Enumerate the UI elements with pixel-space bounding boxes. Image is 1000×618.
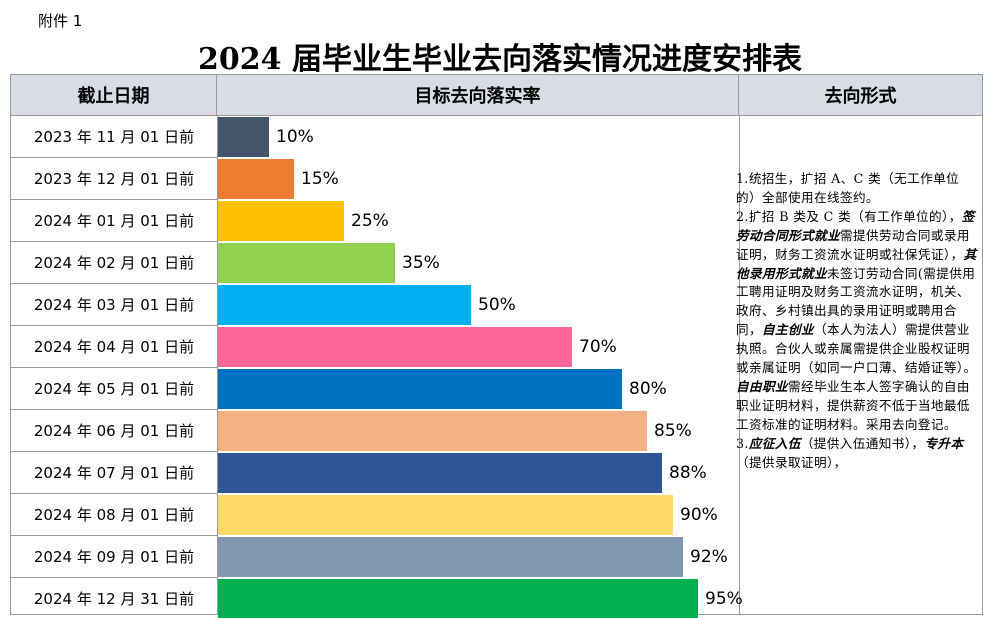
progress-row: 2024 年 07 月 01 日前 88% — [11, 452, 739, 494]
column-divider — [217, 116, 218, 614]
attachment-label: 附件 1 — [38, 12, 83, 30]
header-rate: 目标去向落实率 — [217, 75, 739, 116]
rate-label: 80% — [629, 379, 667, 399]
rate-label: 95% — [705, 589, 743, 609]
schedule-table: 截止日期 目标去向落实率 去向形式 2023 年 11 月 01 日前 10% 20… — [10, 74, 983, 618]
rate-label: 50% — [478, 295, 516, 315]
rate-bar — [218, 453, 662, 493]
progress-row: 2024 年 06 月 01 日前 85% — [11, 410, 739, 452]
progress-row: 2023 年 12 月 01 日前 15% — [11, 158, 739, 200]
deadline-date: 2024 年 07 月 01 日前 — [11, 452, 217, 494]
progress-row: 2024 年 04 月 01 日前 70% — [11, 326, 739, 368]
deadline-date: 2024 年 01 月 01 日前 — [11, 200, 217, 242]
deadline-date: 2024 年 04 月 01 日前 — [11, 326, 217, 368]
rate-label: 35% — [402, 253, 440, 273]
header-deadline: 截止日期 — [11, 75, 217, 116]
rate-label: 70% — [579, 337, 617, 357]
deadline-date: 2024 年 03 月 01 日前 — [11, 284, 217, 326]
rate-bar — [218, 579, 698, 618]
key-enlistment: 应征入伍 — [748, 435, 801, 451]
deadline-date: 2024 年 08 月 01 日前 — [11, 494, 217, 536]
header-form: 去向形式 — [739, 75, 982, 116]
progress-row: 2024 年 02 月 01 日前 35% — [11, 242, 739, 284]
progress-row: 2024 年 03 月 01 日前 50% — [11, 284, 739, 326]
destination-forms-description: 1.统招生，扩招 A、C 类（无工作单位的）全部使用在线签约。 2.扩招 B 类… — [736, 170, 978, 473]
key-self-employment: 自主创业 — [762, 322, 814, 338]
progress-row: 2023 年 11 月 01 日前 10% — [11, 116, 739, 158]
key-online-signing: 在线签约 — [813, 189, 866, 205]
rate-label: 88% — [669, 463, 707, 483]
key-destination-registration: 去向登记 — [891, 416, 944, 432]
form-item-1: 1.统招生，扩招 A、C 类（无工作单位的）全部使用在线签约。 — [736, 171, 960, 205]
rate-label: 92% — [690, 547, 728, 567]
deadline-date: 2023 年 12 月 01 日前 — [11, 158, 217, 200]
key-other-employment: 其他录用形式就业 — [736, 246, 977, 281]
rate-bar — [218, 285, 471, 325]
form-item-2: 2.扩招 B 类及 C 类（有工作单位的），签劳动合同形式就业需提供劳动合同或录… — [736, 208, 977, 432]
deadline-date: 2024 年 09 月 01 日前 — [11, 536, 217, 578]
rate-bar — [218, 411, 647, 451]
column-divider — [739, 116, 740, 614]
rate-label: 90% — [680, 505, 718, 525]
deadline-date: 2024 年 12 月 31 日前 — [11, 578, 217, 618]
rate-label: 10% — [276, 127, 314, 147]
deadline-date: 2024 年 06 月 01 日前 — [11, 410, 217, 452]
progress-row: 2024 年 12 月 31 日前 95% — [11, 578, 743, 618]
rate-bar — [218, 495, 673, 535]
deadline-date: 2024 年 02 月 01 日前 — [11, 242, 217, 284]
key-freelance: 自由职业 — [736, 378, 788, 394]
progress-row: 2024 年 09 月 01 日前 92% — [11, 536, 739, 578]
key-labor-contract: 签劳动合同形式就业 — [736, 208, 975, 243]
rate-label: 25% — [351, 211, 389, 231]
rate-bar — [218, 327, 572, 367]
rate-label: 85% — [654, 421, 692, 441]
key-upgrade: 专升本 — [924, 435, 964, 451]
deadline-date: 2023 年 11 月 01 日前 — [11, 116, 217, 158]
rate-bar — [218, 369, 622, 409]
rate-label: 15% — [301, 169, 339, 189]
progress-row: 2024 年 08 月 01 日前 90% — [11, 494, 739, 536]
rate-bar — [218, 117, 269, 157]
page-title: 2024 届毕业生毕业去向落实情况进度安排表 — [198, 42, 802, 77]
form-item-3: 3.应征入伍（提供入伍通知书），专升本（提供录取证明）， — [736, 435, 964, 470]
rate-bar — [218, 201, 344, 241]
deadline-date: 2024 年 05 月 01 日前 — [11, 368, 217, 410]
rate-bar — [218, 537, 683, 577]
progress-row: 2024 年 05 月 01 日前 80% — [11, 368, 739, 410]
rate-bar — [218, 159, 294, 199]
rate-bar — [218, 243, 395, 283]
progress-row: 2024 年 01 月 01 日前 25% — [11, 200, 739, 242]
